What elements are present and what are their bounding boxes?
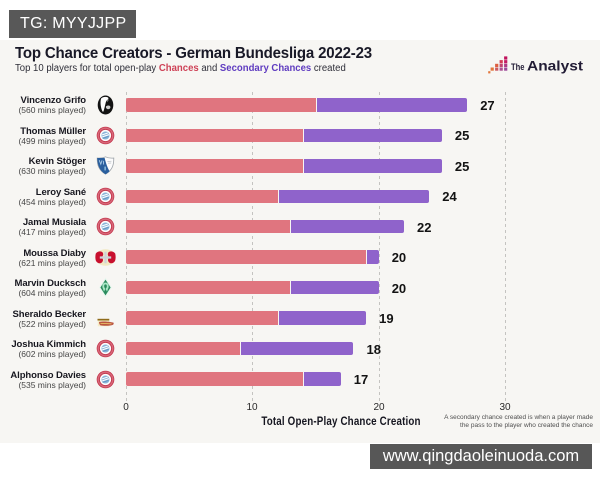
svg-text:Analyst: Analyst bbox=[527, 59, 584, 74]
svg-text:The: The bbox=[511, 62, 525, 72]
